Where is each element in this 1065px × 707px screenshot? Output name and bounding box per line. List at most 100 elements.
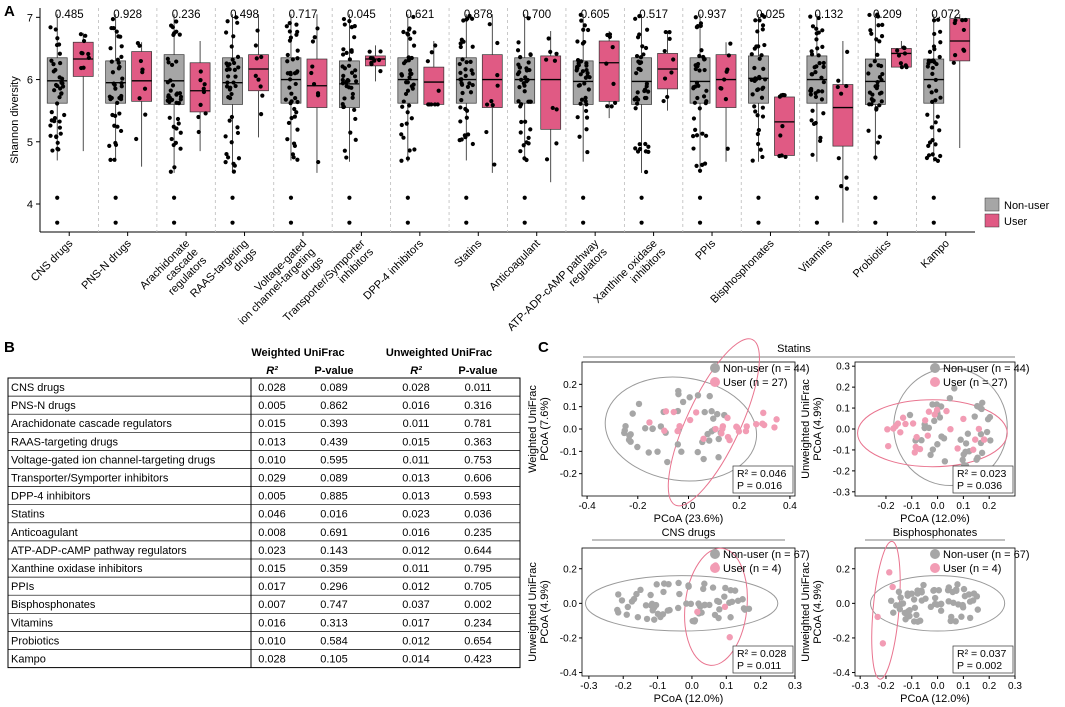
data-point xyxy=(585,149,590,155)
y-axis-label: Shannon diversity xyxy=(9,76,21,164)
data-point xyxy=(704,88,709,93)
data-point xyxy=(459,80,464,86)
data-point xyxy=(51,61,56,67)
nonuser-point xyxy=(643,615,651,623)
data-point xyxy=(470,141,475,147)
x-tick-label-12: PPIs xyxy=(693,237,718,262)
y-axis-label-secondary: PCoA (7.6%) xyxy=(539,397,551,461)
user-box xyxy=(598,40,620,102)
user-point xyxy=(674,427,681,435)
table-cell: 0.359 xyxy=(320,563,348,575)
data-point xyxy=(295,48,300,53)
data-point xyxy=(868,28,873,33)
data-point xyxy=(170,25,175,30)
table-cell: 0.046 xyxy=(258,509,286,521)
data-point xyxy=(756,128,761,133)
user-point xyxy=(980,436,988,443)
data-point xyxy=(292,114,298,119)
data-point xyxy=(929,125,934,130)
nonuser-point xyxy=(960,585,968,593)
data-point xyxy=(143,112,148,117)
data-point xyxy=(697,106,702,111)
nonuser-point xyxy=(660,588,667,596)
data-point xyxy=(725,67,730,72)
x-tick-label-3: Arachidonatecascaderegulators xyxy=(138,237,210,309)
data-point xyxy=(609,104,614,109)
data-point xyxy=(344,50,349,55)
data-point xyxy=(198,78,203,83)
data-point xyxy=(809,52,815,57)
x-tick-label: 0.2 xyxy=(982,681,996,692)
nonuser-point xyxy=(649,607,656,614)
data-point xyxy=(293,96,298,101)
user-point xyxy=(899,414,907,421)
table-cell: 0.017 xyxy=(402,617,430,629)
table-row-label: PNS-N drugs xyxy=(11,400,76,412)
data-point xyxy=(175,116,181,122)
y-tick-label: 0.2 xyxy=(563,564,577,575)
x-tick-label-line: PPIs xyxy=(693,237,718,262)
legend-label-user: User (n = 4) xyxy=(943,563,1001,575)
data-point xyxy=(925,64,930,69)
nonuser-point xyxy=(899,600,907,607)
data-point xyxy=(170,83,176,88)
user-point xyxy=(670,408,677,416)
data-point xyxy=(411,43,417,48)
nonuser-point xyxy=(929,401,936,408)
data-point xyxy=(137,96,142,101)
data-point xyxy=(55,101,60,106)
data-point xyxy=(408,36,413,41)
user-box xyxy=(131,51,153,102)
nonuser-point xyxy=(935,587,943,594)
data-point xyxy=(86,55,91,60)
nonuser-point xyxy=(978,405,985,413)
data-point xyxy=(875,79,880,85)
table-row-label: Bisphosphonates xyxy=(11,599,96,611)
y-tick-label: 0.0 xyxy=(563,599,577,610)
data-point xyxy=(554,51,559,56)
data-point xyxy=(79,65,84,71)
data-point xyxy=(172,165,177,170)
y-tick-label: 0.1 xyxy=(836,404,850,415)
table-row-label: Transporter/Symporter inhibitors xyxy=(11,473,169,485)
nonuser-point xyxy=(902,616,909,623)
outlier-point xyxy=(171,195,177,200)
data-point xyxy=(694,133,700,138)
legend: Non-user User xyxy=(984,197,1050,228)
data-point xyxy=(232,67,237,72)
data-point xyxy=(312,35,317,40)
y-axis-label-secondary: PCoA (4.9%) xyxy=(539,580,551,644)
data-point xyxy=(178,130,183,135)
data-point xyxy=(927,49,933,55)
data-point xyxy=(285,137,290,142)
outlier-point xyxy=(347,220,352,225)
data-point xyxy=(935,114,940,119)
table-row-label: Kampo xyxy=(11,654,46,666)
data-point xyxy=(352,74,358,79)
data-point xyxy=(522,89,527,94)
data-point xyxy=(401,135,406,140)
data-point xyxy=(113,142,119,147)
nonuser-point xyxy=(708,408,715,415)
data-point xyxy=(464,17,469,22)
data-point xyxy=(931,18,937,23)
user-point xyxy=(947,425,954,433)
nonuser-point xyxy=(986,413,994,421)
x-tick-label: 0.0 xyxy=(685,681,699,692)
panel-label-c: C xyxy=(538,339,549,356)
data-point xyxy=(49,110,54,115)
data-point xyxy=(466,132,471,137)
data-point xyxy=(757,56,762,61)
data-point xyxy=(54,134,59,140)
user-point xyxy=(726,634,733,641)
data-point xyxy=(750,92,755,97)
p-value-label: 0.928 xyxy=(113,9,142,21)
data-point xyxy=(58,60,63,66)
x-tick-label-8: Statins xyxy=(452,237,485,270)
data-point xyxy=(224,84,230,89)
data-point xyxy=(552,58,558,63)
data-point xyxy=(934,61,939,67)
data-point xyxy=(816,30,821,35)
data-point xyxy=(809,72,814,77)
data-point xyxy=(315,26,320,31)
